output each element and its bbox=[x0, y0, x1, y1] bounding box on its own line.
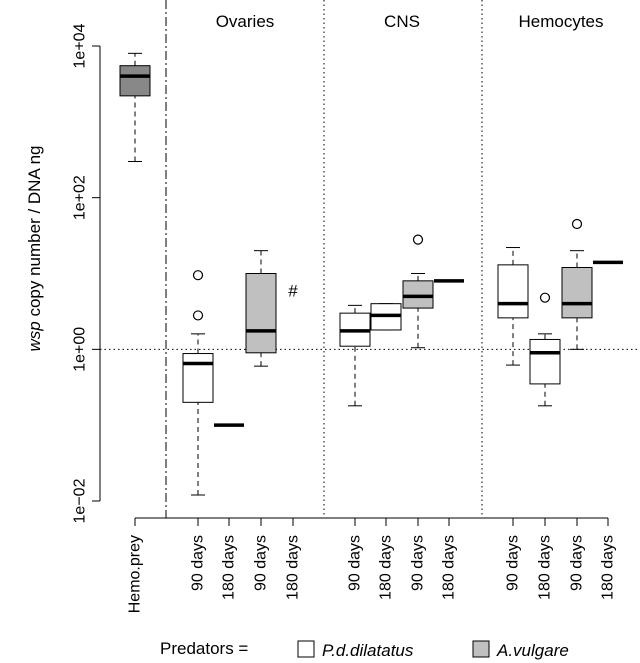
legend-swatch-av bbox=[472, 640, 490, 658]
box bbox=[182, 353, 214, 403]
x-tick-label: 180 days bbox=[441, 535, 458, 600]
panel-title: CNS bbox=[384, 12, 420, 31]
x-tick-label: 180 days bbox=[378, 535, 395, 600]
x-tick-label: 90 days bbox=[347, 535, 364, 591]
x-tick-label: 90 days bbox=[190, 535, 207, 591]
y-tick-label: 1e+00 bbox=[72, 327, 89, 372]
x-tick-label: 90 days bbox=[410, 535, 427, 591]
y-axis-label-italic: wsp bbox=[25, 321, 44, 351]
legend: Predators = P.d.dilatatus A.vulgare bbox=[160, 639, 569, 660]
legend-item-pd: P.d.dilatatus bbox=[322, 641, 414, 660]
panel-title: Hemocytes bbox=[518, 12, 603, 31]
box bbox=[529, 338, 561, 385]
x-tick-label: 90 days bbox=[505, 535, 522, 591]
x-tick-label: 180 days bbox=[600, 535, 617, 600]
outlier-point bbox=[539, 292, 551, 303]
outlier-point bbox=[571, 218, 583, 230]
x-tick-label: Hemo.prey bbox=[127, 535, 144, 613]
outlier-point bbox=[192, 310, 204, 321]
y-tick-label: 1e+04 bbox=[72, 23, 89, 68]
x-tick-label: 90 days bbox=[253, 535, 270, 591]
plot-area: 1e−02 1e+00 1e+02 1e+04 wsp copy number / DN… bbox=[25, 0, 640, 613]
x-tick-label: 180 days bbox=[285, 535, 302, 600]
legend-label: Predators = bbox=[160, 639, 248, 658]
x-tick-label: 180 days bbox=[537, 535, 554, 600]
panel-title: Ovaries bbox=[216, 12, 275, 31]
y-axis-label-rest: copy number / DNA ng bbox=[25, 146, 44, 322]
x-tick-label: 180 days bbox=[221, 535, 238, 600]
box bbox=[497, 264, 529, 319]
legend-item-av: A.vulgare bbox=[496, 641, 569, 660]
legend-swatch-pd bbox=[297, 640, 315, 658]
box bbox=[402, 280, 434, 309]
y-tick-label: 1e−02 bbox=[72, 478, 89, 523]
box bbox=[245, 273, 277, 354]
outlier-point bbox=[192, 270, 204, 281]
annotation-mark: # bbox=[288, 281, 298, 300]
y-tick-label: 1e+02 bbox=[72, 175, 89, 220]
box bbox=[119, 65, 151, 97]
box bbox=[561, 266, 593, 319]
x-tick-label: 90 days bbox=[569, 535, 586, 591]
y-axis-label: wsp copy number / DNA ng bbox=[25, 146, 44, 352]
outlier-point bbox=[412, 234, 424, 245]
